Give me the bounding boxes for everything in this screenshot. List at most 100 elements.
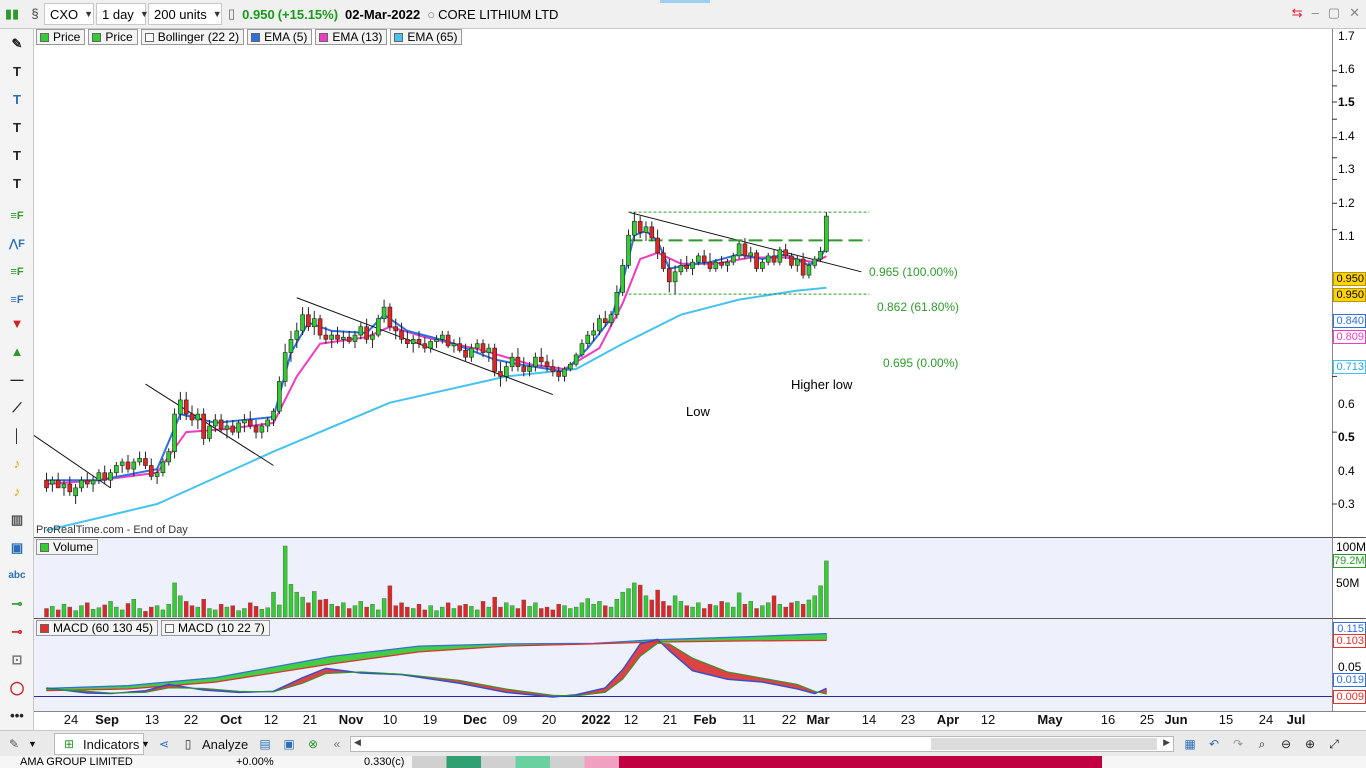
symbol-selector[interactable]: CXO ▼ bbox=[44, 3, 94, 25]
grid-settings-icon[interactable]: ▦ bbox=[1184, 737, 1196, 751]
ticker-name[interactable]: AMA GROUP LIMITED bbox=[20, 756, 133, 768]
candle-body bbox=[818, 251, 823, 260]
text-tool-icon[interactable]: T bbox=[13, 148, 21, 163]
legend-label: Volume bbox=[53, 540, 94, 554]
legend-price[interactable]: Price bbox=[36, 29, 86, 45]
analyze-button[interactable]: ▯ Analyze bbox=[178, 733, 249, 755]
candle-body bbox=[230, 425, 236, 433]
legend-macd-slow[interactable]: MACD (60 130 45) bbox=[36, 620, 159, 636]
alert-bell-settings-icon[interactable]: ♪ bbox=[13, 484, 21, 499]
scrollbar-thumb[interactable] bbox=[931, 738, 1157, 750]
chevron-down-icon: ▼ bbox=[212, 9, 222, 19]
sync-icon[interactable]: ⇆ bbox=[1291, 5, 1303, 20]
pencil-icon[interactable]: ✎ bbox=[11, 36, 23, 51]
text-tool-icon[interactable]: T bbox=[13, 176, 21, 191]
zoom-out-icon[interactable]: ⊖ bbox=[1280, 737, 1292, 751]
chart-canvas[interactable] bbox=[34, 29, 1366, 730]
info-icon[interactable]: ▯ bbox=[228, 6, 236, 21]
candle-body bbox=[131, 461, 137, 470]
box-select-icon[interactable]: ▣ bbox=[10, 540, 24, 555]
alert-bell-icon[interactable]: ♪ bbox=[13, 456, 21, 471]
fibonacci-icon[interactable]: ≡F bbox=[10, 210, 24, 222]
legend-ema13[interactable]: EMA (13) bbox=[315, 29, 388, 45]
volume-bar bbox=[422, 609, 428, 618]
volume-bar bbox=[451, 608, 457, 618]
legend-macd-fast[interactable]: MACD (10 22 7) bbox=[161, 620, 270, 636]
sell-arrow-icon[interactable]: ▼ bbox=[10, 316, 24, 331]
maximize-icon[interactable]: ▢ bbox=[1327, 5, 1341, 20]
close-icon[interactable]: ✕ bbox=[1349, 5, 1360, 20]
share-button[interactable]: ⋖ bbox=[154, 733, 174, 755]
candle-body bbox=[317, 318, 323, 336]
volume-bar bbox=[346, 608, 352, 618]
legend-ema5[interactable]: EMA (5) bbox=[247, 29, 313, 45]
screener-icon[interactable]: ▤ bbox=[259, 737, 271, 751]
y-tick-label: 0.6 bbox=[1338, 397, 1355, 411]
fib-level-100: 0.965 (100.00%) bbox=[869, 265, 958, 279]
indicators-dropdown[interactable]: ▼ bbox=[141, 733, 150, 755]
drawing-mode-button[interactable]: ✎ ▼ bbox=[4, 733, 37, 755]
text-box-icon[interactable]: T bbox=[13, 92, 21, 107]
zoom-box-icon[interactable]: ⌕ bbox=[1258, 737, 1266, 751]
chevron-down-icon: ▼ bbox=[84, 9, 94, 19]
volume-bar bbox=[248, 602, 253, 618]
zoom-in-icon[interactable]: ⊕ bbox=[1304, 737, 1316, 751]
candle-body bbox=[114, 465, 119, 474]
undo-icon[interactable]: ↶ bbox=[1208, 737, 1220, 751]
volume-bar bbox=[719, 601, 724, 618]
indicators-button[interactable]: ⊞ Indicators bbox=[54, 733, 145, 755]
abc-wave-icon[interactable]: abc bbox=[8, 570, 26, 581]
more-tools-icon[interactable]: ••• bbox=[10, 708, 24, 723]
candle-body bbox=[399, 330, 404, 340]
screens-icon[interactable]: ▣ bbox=[283, 737, 295, 751]
legend-bollinger[interactable]: Bollinger (22 2) bbox=[140, 29, 245, 45]
link-icon[interactable]: § bbox=[31, 6, 39, 21]
candle-body bbox=[73, 487, 78, 497]
candle-body bbox=[690, 261, 695, 269]
legend-swatch bbox=[319, 32, 329, 42]
minimize-icon[interactable]: – bbox=[1311, 5, 1319, 20]
text-tool-icon[interactable]: T bbox=[13, 64, 21, 79]
red-segment-icon[interactable]: ⊸ bbox=[11, 624, 23, 639]
fibonacci-retracement-icon[interactable]: ≡F bbox=[10, 266, 24, 278]
volume-bar bbox=[748, 601, 753, 618]
volume-bar bbox=[183, 601, 189, 618]
fibonacci-fan-icon[interactable]: ⋀F bbox=[9, 238, 25, 250]
text-tool-icon[interactable]: T bbox=[13, 120, 21, 135]
trend-segment-icon[interactable]: ⊸ bbox=[11, 596, 23, 611]
y-tick-label: 0.5 bbox=[1338, 430, 1355, 444]
ruler-icon[interactable]: ⊡ bbox=[11, 652, 23, 667]
ticker-strip: AMA GROUP LIMITED +0.00% 0.330(c) bbox=[0, 756, 1366, 768]
fibonacci-extension-icon[interactable]: ≡F bbox=[10, 294, 24, 306]
share-icon: ⋖ bbox=[158, 737, 170, 751]
x-tick-label: Mar bbox=[806, 712, 830, 727]
radio-icon[interactable]: ○ bbox=[427, 6, 436, 22]
x-tick-label: Sep bbox=[95, 712, 119, 727]
collapse-left-icon[interactable]: « bbox=[333, 737, 341, 751]
bar-chart-icon[interactable]: ▮▮ bbox=[4, 6, 20, 21]
time-scrollbar[interactable]: ◀ ▶ bbox=[350, 736, 1174, 752]
volume-bar bbox=[562, 605, 567, 618]
vertical-line-icon[interactable]: │ bbox=[12, 428, 22, 443]
last-price: 0.950 bbox=[242, 6, 275, 22]
scroll-right-icon[interactable]: ▶ bbox=[1163, 737, 1170, 747]
units-selector[interactable]: 200 units ▼ bbox=[148, 3, 222, 25]
candle-body bbox=[335, 334, 340, 340]
interval-selector[interactable]: 1 day ▼ bbox=[96, 3, 149, 25]
legend-volume[interactable]: Volume bbox=[36, 539, 99, 555]
volume-current-box: 79.2M bbox=[1333, 554, 1366, 568]
segment-icon[interactable]: ⟋ bbox=[12, 400, 22, 415]
scroll-left-icon[interactable]: ◀ bbox=[354, 737, 361, 747]
trash-icon[interactable]: ▥ bbox=[10, 512, 24, 527]
x-tick-label: Dec bbox=[463, 712, 487, 727]
legend-price[interactable]: Price bbox=[88, 29, 138, 45]
volume-bar bbox=[329, 604, 334, 618]
expand-icon[interactable]: ⤢ bbox=[1329, 737, 1339, 751]
legend-ema65[interactable]: EMA (65) bbox=[390, 29, 463, 45]
horizontal-line-icon[interactable]: — bbox=[10, 372, 24, 387]
compare-icon[interactable]: ⊗ bbox=[307, 737, 319, 751]
candle-body bbox=[236, 422, 241, 433]
buy-arrow-icon[interactable]: ▲ bbox=[10, 344, 24, 359]
ellipse-icon[interactable]: ◯ bbox=[9, 680, 25, 695]
redo-icon[interactable]: ↷ bbox=[1232, 737, 1244, 751]
